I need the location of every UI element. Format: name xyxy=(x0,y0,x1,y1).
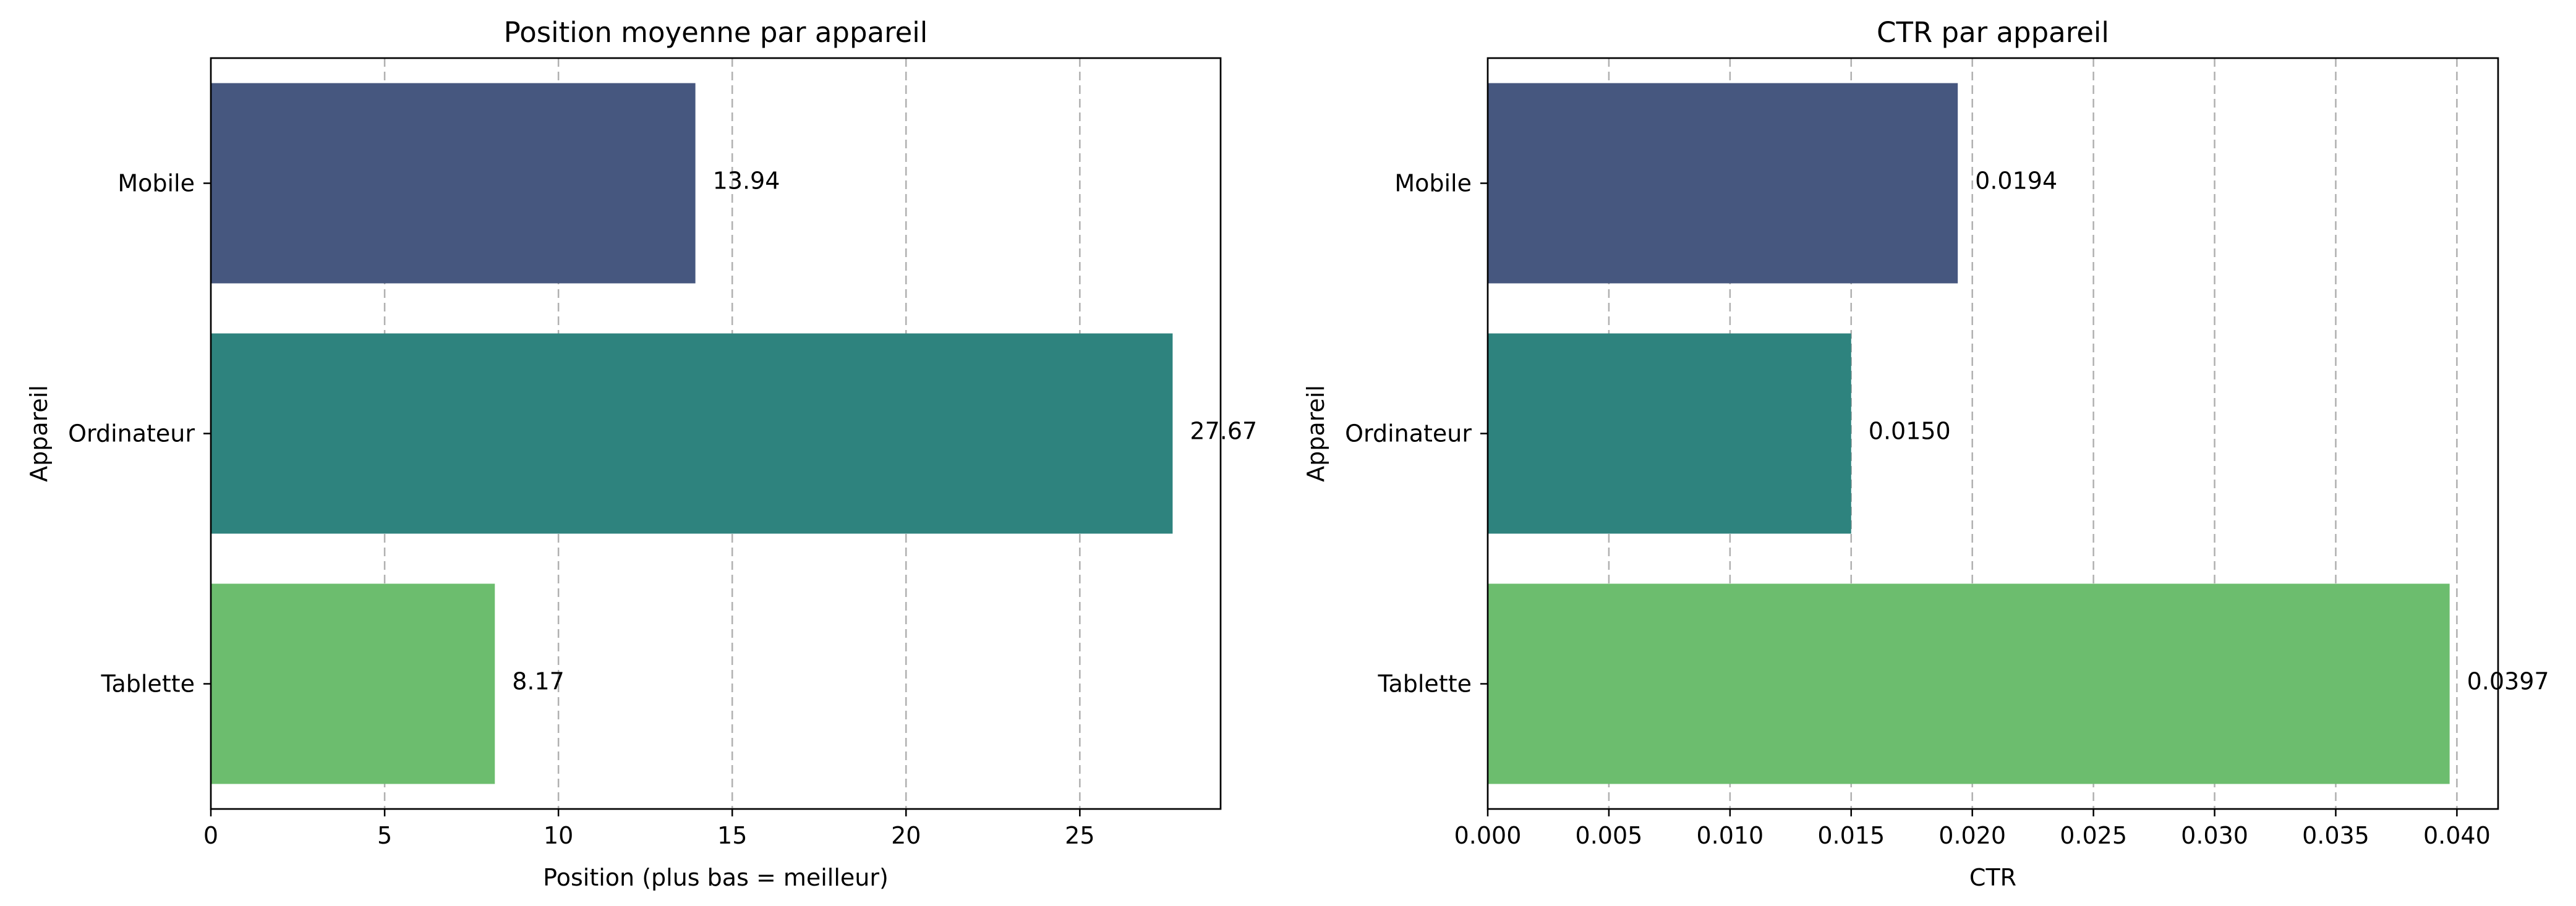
ctr-category-label-ordinateur: Ordinateur xyxy=(1345,420,1472,447)
ctr-category-label-tablette: Tablette xyxy=(1378,671,1472,698)
ctr-category-label-mobile: Mobile xyxy=(1394,170,1472,197)
position-xtick-label-4: 20 xyxy=(891,822,921,849)
ctr-xtick-label-7: 0.035 xyxy=(2302,822,2369,849)
position-bar-mobile xyxy=(211,83,696,284)
ctr-bar-ordinateur xyxy=(1488,333,1851,534)
position-value-label-ordinateur: 27.67 xyxy=(1190,418,1257,445)
ctr-x-axis-label: CTR xyxy=(1969,864,2016,891)
position-bar-ordinateur xyxy=(211,333,1173,534)
ctr-value-label-ordinateur: 0.0150 xyxy=(1869,418,1951,445)
position-bar-tablette xyxy=(211,583,495,784)
position-xtick-label-5: 25 xyxy=(1065,822,1094,849)
ctr-xtick-label-5: 0.025 xyxy=(2060,822,2127,849)
ctr-xtick-label-8: 0.040 xyxy=(2423,822,2491,849)
ctr-xtick-label-4: 0.020 xyxy=(1938,822,2006,849)
position-xtick-label-1: 5 xyxy=(377,822,392,849)
ctr-bar-mobile xyxy=(1488,83,1958,284)
ctr-value-label-tablette: 0.0397 xyxy=(2467,668,2549,695)
ctr-bar-tablette xyxy=(1488,583,2450,784)
ctr-chart-title: CTR par appareil xyxy=(1877,16,2109,49)
ctr-xtick-label-0: 0.000 xyxy=(1454,822,1522,849)
ctr-xtick-label-6: 0.030 xyxy=(2181,822,2248,849)
position-value-label-mobile: 13.94 xyxy=(713,167,780,195)
position-x-axis-label: Position (plus bas = meilleur) xyxy=(543,864,889,891)
position-y-axis-label: Appareil xyxy=(25,385,53,482)
position-xtick-label-2: 10 xyxy=(544,822,573,849)
position-xtick-label-0: 0 xyxy=(203,822,218,849)
position-category-label-tablette: Tablette xyxy=(101,671,195,698)
chart-panel-ctr: 0.0194 0.0150 0.0397 Mobile Ordinateur Tablet… xyxy=(1302,16,2549,891)
ctr-xtick-label-2: 0.010 xyxy=(1696,822,1764,849)
ctr-xtick-label-1: 0.005 xyxy=(1576,822,1643,849)
position-xtick-label-3: 15 xyxy=(717,822,747,849)
position-chart-title: Position moyenne par appareil xyxy=(504,16,928,49)
position-category-label-ordinateur: Ordinateur xyxy=(68,420,195,447)
chart-panel-position: 13.94 27.67 8.17 Mobile Ordinateur Tablette 0 5… xyxy=(25,16,1257,891)
ctr-value-label-mobile: 0.0194 xyxy=(1975,167,2057,195)
ctr-y-axis-label: Appareil xyxy=(1302,385,1329,482)
position-category-label-mobile: Mobile xyxy=(117,170,195,197)
ctr-xtick-label-3: 0.015 xyxy=(1817,822,1885,849)
position-value-label-tablette: 8.17 xyxy=(512,668,565,695)
